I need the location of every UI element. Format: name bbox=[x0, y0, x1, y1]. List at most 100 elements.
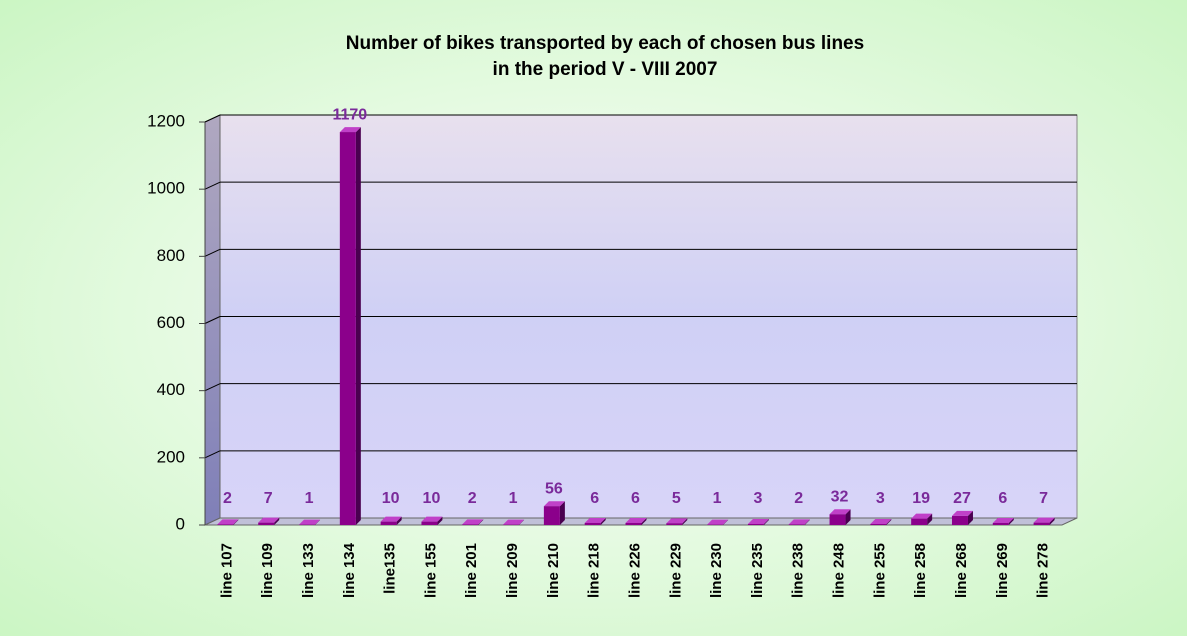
x-tick-label: line 209 bbox=[504, 543, 521, 598]
chart-title: in the period V - VIII 2007 bbox=[493, 59, 718, 80]
bar-side bbox=[1049, 517, 1055, 525]
value-label: 10 bbox=[423, 490, 441, 507]
bar-top bbox=[992, 517, 1014, 523]
bar bbox=[339, 127, 361, 525]
bar-top bbox=[951, 510, 973, 516]
y-tick-label: 1200 bbox=[147, 111, 185, 130]
x-tick-label: line 218 bbox=[586, 543, 603, 598]
bar bbox=[788, 519, 810, 525]
bar bbox=[911, 513, 933, 525]
value-label: 32 bbox=[831, 488, 849, 505]
value-label: 2 bbox=[223, 490, 232, 507]
bar-side bbox=[437, 516, 443, 525]
bar-side bbox=[233, 519, 239, 525]
x-tick-label: line 109 bbox=[259, 543, 276, 598]
bar-front bbox=[666, 523, 683, 525]
bar-front bbox=[339, 132, 356, 525]
bar-top bbox=[462, 519, 484, 525]
x-tick-label: line 235 bbox=[749, 543, 766, 598]
bar-side bbox=[804, 519, 810, 525]
bar bbox=[707, 519, 729, 525]
bar-front bbox=[911, 518, 928, 525]
x-tick-label: line 278 bbox=[1035, 543, 1052, 598]
x-tick-label: line 133 bbox=[300, 543, 317, 598]
x-tick-label: line 248 bbox=[831, 543, 848, 598]
x-tick-label: line 201 bbox=[463, 543, 480, 598]
bar bbox=[421, 516, 443, 525]
bar-side bbox=[886, 518, 892, 525]
bar-front bbox=[584, 522, 601, 525]
value-label: 1 bbox=[713, 490, 722, 507]
value-label: 1170 bbox=[332, 106, 367, 123]
x-tick-label: line135 bbox=[382, 543, 399, 594]
bar-front bbox=[870, 523, 887, 525]
bar bbox=[543, 501, 565, 525]
grid-line bbox=[204, 316, 221, 324]
value-label: 3 bbox=[753, 490, 762, 507]
bar-top bbox=[666, 518, 688, 524]
x-tick-label: line 269 bbox=[994, 543, 1011, 598]
bar-side bbox=[396, 516, 402, 525]
bar-top bbox=[788, 519, 810, 525]
value-label: 56 bbox=[545, 480, 563, 497]
bar-front bbox=[543, 506, 560, 525]
value-label: 6 bbox=[998, 490, 1007, 507]
bar-side bbox=[1008, 517, 1014, 525]
bar-top bbox=[584, 517, 606, 523]
bar-top bbox=[625, 517, 647, 523]
y-tick-label: 200 bbox=[157, 447, 185, 466]
bar-side bbox=[519, 519, 525, 525]
value-label: 6 bbox=[590, 490, 599, 507]
x-tick-label: line 210 bbox=[545, 543, 562, 598]
bar bbox=[380, 516, 402, 525]
value-label: 1 bbox=[509, 490, 518, 507]
bar bbox=[829, 509, 851, 525]
bar-side bbox=[600, 517, 606, 525]
x-tick-label: line 226 bbox=[626, 543, 643, 598]
x-tick-label: line 238 bbox=[790, 543, 807, 598]
bar bbox=[666, 518, 688, 525]
bar-front bbox=[747, 523, 764, 525]
bar-front bbox=[217, 524, 234, 525]
grid-line bbox=[204, 181, 221, 190]
bar bbox=[258, 517, 280, 525]
grid-line bbox=[204, 383, 221, 392]
bar-side bbox=[315, 519, 321, 525]
value-label: 6 bbox=[631, 490, 640, 507]
bar-top bbox=[421, 516, 443, 522]
bar-side bbox=[641, 517, 647, 525]
bar bbox=[951, 510, 973, 525]
bar-top bbox=[543, 501, 565, 507]
bar-top bbox=[380, 516, 402, 522]
value-label: 27 bbox=[953, 490, 971, 507]
bar-side bbox=[845, 509, 851, 525]
x-tick-label: line 230 bbox=[708, 543, 725, 598]
bar bbox=[462, 519, 484, 525]
y-tick-label: 400 bbox=[157, 380, 185, 399]
bar-top bbox=[747, 518, 769, 524]
x-tick-label: line 155 bbox=[422, 543, 439, 598]
bar-front bbox=[380, 521, 397, 525]
bar bbox=[992, 517, 1014, 525]
value-label: 1 bbox=[305, 490, 314, 507]
bar-top bbox=[503, 519, 525, 525]
value-label: 10 bbox=[382, 490, 400, 507]
bar-top bbox=[339, 127, 361, 133]
bar-top bbox=[299, 519, 321, 525]
value-label: 2 bbox=[794, 490, 803, 507]
grid-line bbox=[204, 450, 221, 459]
value-label: 5 bbox=[672, 490, 681, 507]
bar bbox=[584, 517, 606, 525]
bar-side bbox=[967, 510, 973, 525]
bar-top bbox=[217, 519, 239, 525]
bar-front bbox=[829, 514, 846, 525]
bar-side bbox=[927, 513, 933, 525]
x-tick-label: line 134 bbox=[341, 542, 358, 598]
bar bbox=[299, 519, 321, 525]
bar bbox=[217, 519, 239, 525]
x-tick-label: line 107 bbox=[218, 543, 235, 598]
bar-side bbox=[559, 501, 565, 525]
bar-side bbox=[682, 518, 688, 525]
y-tick-label: 0 bbox=[176, 514, 185, 533]
